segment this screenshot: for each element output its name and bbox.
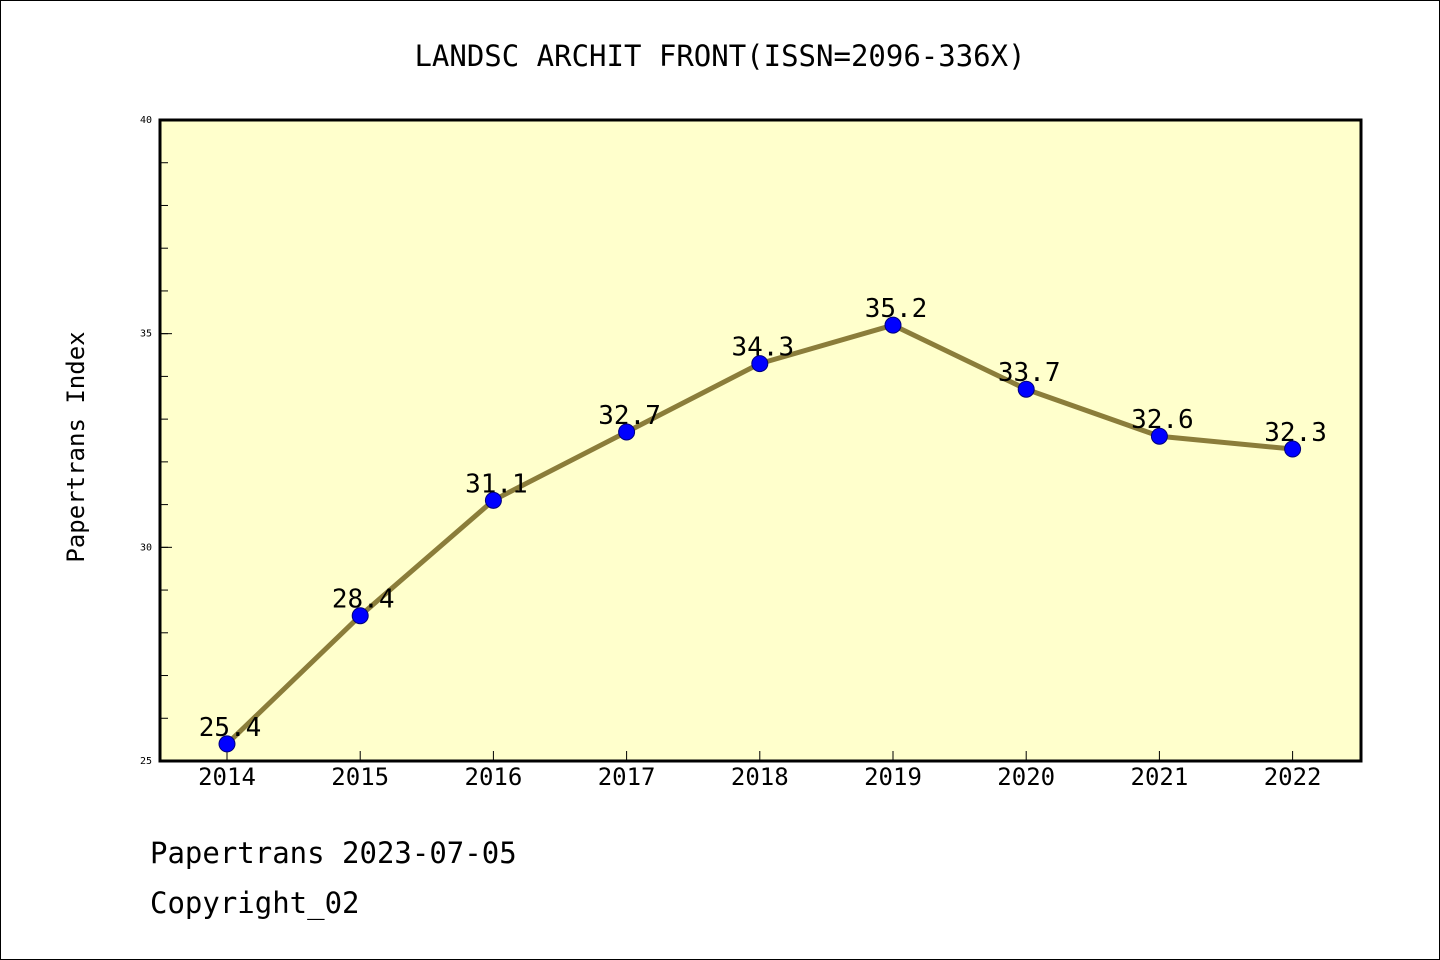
chart-title: LANDSC ARCHIT FRONT(ISSN=2096-336X) <box>414 39 1025 73</box>
axis-ticks: 25 30 35 40 2014 2015 2016 2017 2018 2019 2020 2021… <box>140 115 1322 791</box>
data-point <box>884 316 902 334</box>
x-tick-label: 2018 <box>731 763 789 791</box>
data-point <box>1284 440 1302 458</box>
y-tick-label: 25 <box>140 756 152 767</box>
plot-border <box>158 118 1363 763</box>
data-point <box>618 423 636 441</box>
x-tick-label: 2016 <box>465 763 523 791</box>
y-tick-label: 35 <box>140 329 152 340</box>
y-tick-label: 30 <box>140 542 152 553</box>
x-tick-label: 2019 <box>864 763 922 791</box>
x-tick-label: 2020 <box>997 763 1055 791</box>
x-tick-label: 2014 <box>198 763 256 791</box>
x-tick-label: 2021 <box>1131 763 1189 791</box>
footer-date: Papertrans 2023-07-05 <box>150 836 517 870</box>
data-point <box>484 491 502 509</box>
data-point <box>1150 427 1168 445</box>
data-point <box>751 355 769 373</box>
data-point <box>351 607 369 625</box>
y-axis-label: Papertrans Index <box>62 331 90 562</box>
data-point <box>1017 380 1035 398</box>
x-tick-label: 2017 <box>598 763 656 791</box>
y-tick-label: 40 <box>140 115 152 126</box>
data-point <box>218 735 236 753</box>
footer-copyright: Copyright_02 <box>150 886 360 920</box>
x-tick-label: 2022 <box>1264 763 1322 791</box>
series-layer: 25.428.431.132.734.335.233.732.6 32.3 <box>199 294 1327 753</box>
x-tick-label: 2015 <box>331 763 389 791</box>
